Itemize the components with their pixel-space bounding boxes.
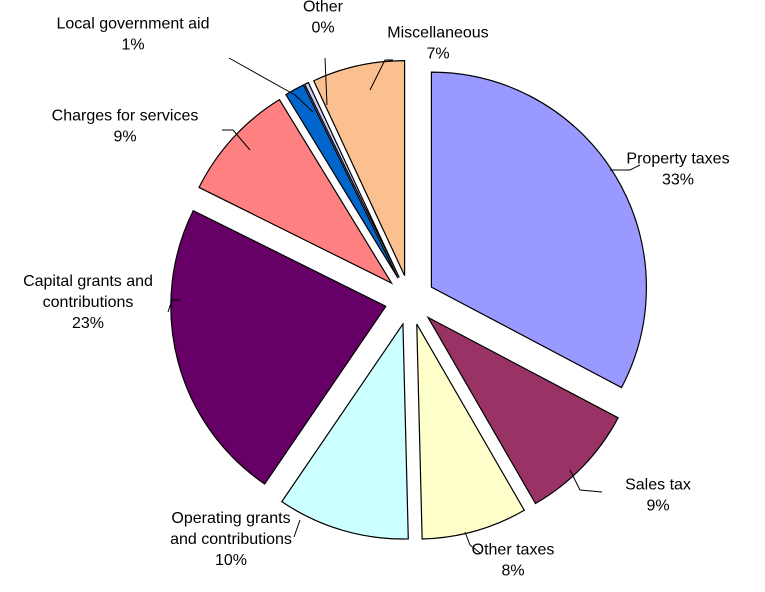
slice-percent: 1% <box>121 37 144 54</box>
slice-percent: 7% <box>426 46 449 63</box>
pie-slice-capital-grants-and-contributions <box>170 209 387 485</box>
slice-label: Sales tax 9% <box>625 477 691 515</box>
slice-name: Capital grants and <box>23 273 153 290</box>
leader-line <box>610 164 641 171</box>
slice-label: Property taxes 33% <box>626 151 729 189</box>
slice-name: Sales tax <box>625 477 691 494</box>
pie-slice-other <box>303 81 400 278</box>
slice-label: Local government aid 1% <box>57 16 210 54</box>
slice-label: Capital grants and contributions 23% <box>23 273 153 332</box>
leader-line <box>324 57 328 106</box>
slice-labels: Property taxes 33% Sales tax 9% Other taxes 8… <box>23 0 730 580</box>
label-leader-lines <box>167 57 641 554</box>
pie-slice-operating-grants-and-contributions <box>280 322 409 540</box>
slice-percent: 0% <box>311 20 334 37</box>
pie-slice-miscellaneous <box>312 59 406 276</box>
slice-name: Miscellaneous <box>387 25 488 42</box>
slice-name: Other <box>303 0 344 16</box>
slice-name: Local government aid <box>57 16 210 33</box>
pie-slice-charges-for-services <box>198 98 394 285</box>
slice-label: Miscellaneous 7% <box>387 25 488 63</box>
pie-slice-property-taxes <box>430 71 647 389</box>
leader-line <box>369 59 393 91</box>
pie-slices <box>170 59 647 540</box>
slice-percent: 8% <box>501 563 524 580</box>
slice-percent: 9% <box>113 129 136 146</box>
leader-line <box>222 129 251 151</box>
slice-percent: 9% <box>646 498 669 515</box>
slice-name: Other taxes <box>472 542 555 559</box>
leader-line <box>569 469 603 493</box>
leader-line <box>464 531 481 554</box>
pie-slice-other-taxes <box>416 323 526 540</box>
slice-name: and contributions <box>170 531 292 548</box>
slice-label: Operating grants and contributions 10% <box>170 510 292 569</box>
pie-slice-sales-tax <box>426 315 619 505</box>
slice-name: Charges for services <box>52 108 199 125</box>
slice-label: Other 0% <box>303 0 344 37</box>
slice-name: Operating grants <box>171 510 290 527</box>
slice-name: contributions <box>43 294 134 311</box>
slice-percent: 10% <box>215 552 247 569</box>
pie-slice-local-government-aid <box>285 84 399 279</box>
slice-percent: 33% <box>662 172 694 189</box>
slice-label: Charges for services 9% <box>52 108 199 146</box>
leader-line <box>167 299 180 313</box>
leader-line <box>228 57 314 113</box>
slice-label: Other taxes 8% <box>472 542 555 580</box>
slice-name: Property taxes <box>626 151 729 168</box>
slice-percent: 23% <box>72 315 104 332</box>
leader-line <box>293 519 301 538</box>
